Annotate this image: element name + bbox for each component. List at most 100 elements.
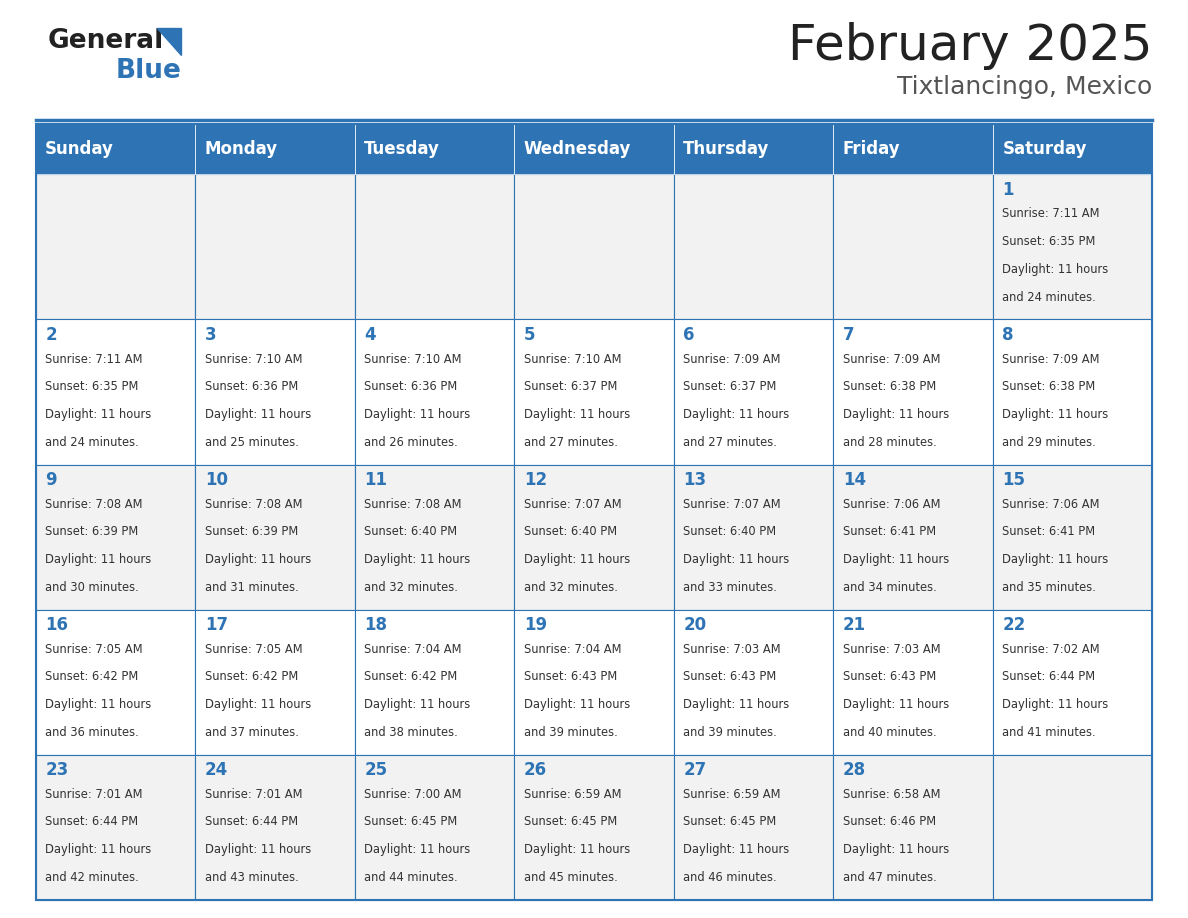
Text: Sunset: 6:43 PM: Sunset: 6:43 PM	[524, 670, 617, 683]
Text: 16: 16	[45, 616, 68, 634]
FancyBboxPatch shape	[674, 465, 833, 610]
FancyBboxPatch shape	[36, 319, 195, 465]
Text: Sunrise: 7:09 AM: Sunrise: 7:09 AM	[1003, 353, 1100, 365]
Text: Sunrise: 7:09 AM: Sunrise: 7:09 AM	[683, 353, 781, 365]
Text: Daylight: 11 hours: Daylight: 11 hours	[683, 409, 790, 421]
Text: and 41 minutes.: and 41 minutes.	[1003, 726, 1097, 739]
Text: Sunrise: 6:58 AM: Sunrise: 6:58 AM	[842, 788, 941, 800]
Text: and 43 minutes.: and 43 minutes.	[204, 871, 298, 884]
Text: Saturday: Saturday	[1003, 140, 1087, 158]
Text: Sunset: 6:37 PM: Sunset: 6:37 PM	[524, 380, 618, 393]
FancyBboxPatch shape	[355, 610, 514, 755]
Text: Friday: Friday	[842, 140, 901, 158]
Text: 27: 27	[683, 761, 707, 779]
FancyBboxPatch shape	[674, 319, 833, 465]
Text: and 32 minutes.: and 32 minutes.	[524, 581, 618, 594]
Text: Sunrise: 7:10 AM: Sunrise: 7:10 AM	[204, 353, 302, 365]
FancyBboxPatch shape	[36, 465, 195, 610]
FancyBboxPatch shape	[195, 610, 355, 755]
Text: Sunset: 6:43 PM: Sunset: 6:43 PM	[683, 670, 777, 683]
Text: Daylight: 11 hours: Daylight: 11 hours	[1003, 409, 1108, 421]
Text: Daylight: 11 hours: Daylight: 11 hours	[1003, 554, 1108, 566]
Text: Sunrise: 6:59 AM: Sunrise: 6:59 AM	[524, 788, 621, 800]
Text: 10: 10	[204, 471, 228, 489]
Text: Daylight: 11 hours: Daylight: 11 hours	[365, 409, 470, 421]
FancyBboxPatch shape	[833, 465, 993, 610]
Text: 15: 15	[1003, 471, 1025, 489]
Text: February 2025: February 2025	[788, 22, 1152, 70]
Text: Sunset: 6:38 PM: Sunset: 6:38 PM	[842, 380, 936, 393]
FancyBboxPatch shape	[993, 465, 1152, 610]
FancyBboxPatch shape	[993, 319, 1152, 465]
Text: and 39 minutes.: and 39 minutes.	[683, 726, 777, 739]
Text: and 33 minutes.: and 33 minutes.	[683, 581, 777, 594]
Text: 22: 22	[1003, 616, 1025, 634]
Text: General: General	[48, 28, 164, 54]
Text: and 38 minutes.: and 38 minutes.	[365, 726, 459, 739]
Text: Daylight: 11 hours: Daylight: 11 hours	[524, 699, 630, 711]
Text: Daylight: 11 hours: Daylight: 11 hours	[524, 409, 630, 421]
Text: Sunday: Sunday	[45, 140, 114, 158]
FancyBboxPatch shape	[36, 610, 195, 755]
Text: Daylight: 11 hours: Daylight: 11 hours	[45, 409, 151, 421]
Text: and 24 minutes.: and 24 minutes.	[1003, 291, 1097, 304]
Text: Daylight: 11 hours: Daylight: 11 hours	[524, 844, 630, 856]
Text: Sunrise: 7:08 AM: Sunrise: 7:08 AM	[45, 498, 143, 510]
Text: Sunset: 6:36 PM: Sunset: 6:36 PM	[365, 380, 457, 393]
Text: Tixtlancingo, Mexico: Tixtlancingo, Mexico	[897, 75, 1152, 99]
Text: 25: 25	[365, 761, 387, 779]
Text: 21: 21	[842, 616, 866, 634]
Text: and 35 minutes.: and 35 minutes.	[1003, 581, 1097, 594]
Text: 23: 23	[45, 761, 69, 779]
Text: and 42 minutes.: and 42 minutes.	[45, 871, 139, 884]
Text: Sunset: 6:35 PM: Sunset: 6:35 PM	[45, 380, 139, 393]
Text: Daylight: 11 hours: Daylight: 11 hours	[45, 699, 151, 711]
FancyBboxPatch shape	[195, 174, 355, 319]
Text: 11: 11	[365, 471, 387, 489]
Text: Sunset: 6:36 PM: Sunset: 6:36 PM	[204, 380, 298, 393]
Text: Daylight: 11 hours: Daylight: 11 hours	[204, 409, 311, 421]
Text: 9: 9	[45, 471, 57, 489]
Text: Sunrise: 7:04 AM: Sunrise: 7:04 AM	[365, 643, 462, 655]
FancyBboxPatch shape	[355, 124, 514, 174]
Text: Sunrise: 7:01 AM: Sunrise: 7:01 AM	[45, 788, 143, 800]
FancyBboxPatch shape	[355, 174, 514, 319]
FancyBboxPatch shape	[195, 319, 355, 465]
Text: Daylight: 11 hours: Daylight: 11 hours	[842, 409, 949, 421]
FancyBboxPatch shape	[993, 124, 1152, 174]
Text: Sunset: 6:42 PM: Sunset: 6:42 PM	[365, 670, 457, 683]
Text: Sunset: 6:41 PM: Sunset: 6:41 PM	[1003, 525, 1095, 538]
FancyBboxPatch shape	[674, 124, 833, 174]
FancyBboxPatch shape	[833, 755, 993, 900]
Text: Sunrise: 7:10 AM: Sunrise: 7:10 AM	[524, 353, 621, 365]
Polygon shape	[157, 28, 181, 55]
Text: 13: 13	[683, 471, 707, 489]
Text: Sunrise: 7:03 AM: Sunrise: 7:03 AM	[683, 643, 781, 655]
Text: Sunrise: 7:05 AM: Sunrise: 7:05 AM	[45, 643, 143, 655]
Text: and 39 minutes.: and 39 minutes.	[524, 726, 618, 739]
Text: and 27 minutes.: and 27 minutes.	[524, 436, 618, 449]
Text: Sunset: 6:41 PM: Sunset: 6:41 PM	[842, 525, 936, 538]
Text: Sunrise: 7:08 AM: Sunrise: 7:08 AM	[365, 498, 462, 510]
Text: and 46 minutes.: and 46 minutes.	[683, 871, 777, 884]
Text: Sunset: 6:46 PM: Sunset: 6:46 PM	[842, 815, 936, 828]
Text: 1: 1	[1003, 181, 1013, 199]
Text: and 27 minutes.: and 27 minutes.	[683, 436, 777, 449]
Text: Sunset: 6:37 PM: Sunset: 6:37 PM	[683, 380, 777, 393]
Text: Sunset: 6:42 PM: Sunset: 6:42 PM	[45, 670, 139, 683]
Text: Daylight: 11 hours: Daylight: 11 hours	[683, 844, 790, 856]
Text: Sunset: 6:39 PM: Sunset: 6:39 PM	[45, 525, 139, 538]
Text: Sunset: 6:45 PM: Sunset: 6:45 PM	[683, 815, 777, 828]
Text: Daylight: 11 hours: Daylight: 11 hours	[842, 844, 949, 856]
Text: Wednesday: Wednesday	[524, 140, 631, 158]
Text: and 47 minutes.: and 47 minutes.	[842, 871, 936, 884]
Text: and 34 minutes.: and 34 minutes.	[842, 581, 936, 594]
Text: Daylight: 11 hours: Daylight: 11 hours	[842, 554, 949, 566]
Text: 6: 6	[683, 326, 695, 344]
FancyBboxPatch shape	[355, 319, 514, 465]
Text: 24: 24	[204, 761, 228, 779]
FancyBboxPatch shape	[674, 610, 833, 755]
FancyBboxPatch shape	[514, 610, 674, 755]
Text: 5: 5	[524, 326, 536, 344]
Text: Sunset: 6:35 PM: Sunset: 6:35 PM	[1003, 235, 1095, 248]
